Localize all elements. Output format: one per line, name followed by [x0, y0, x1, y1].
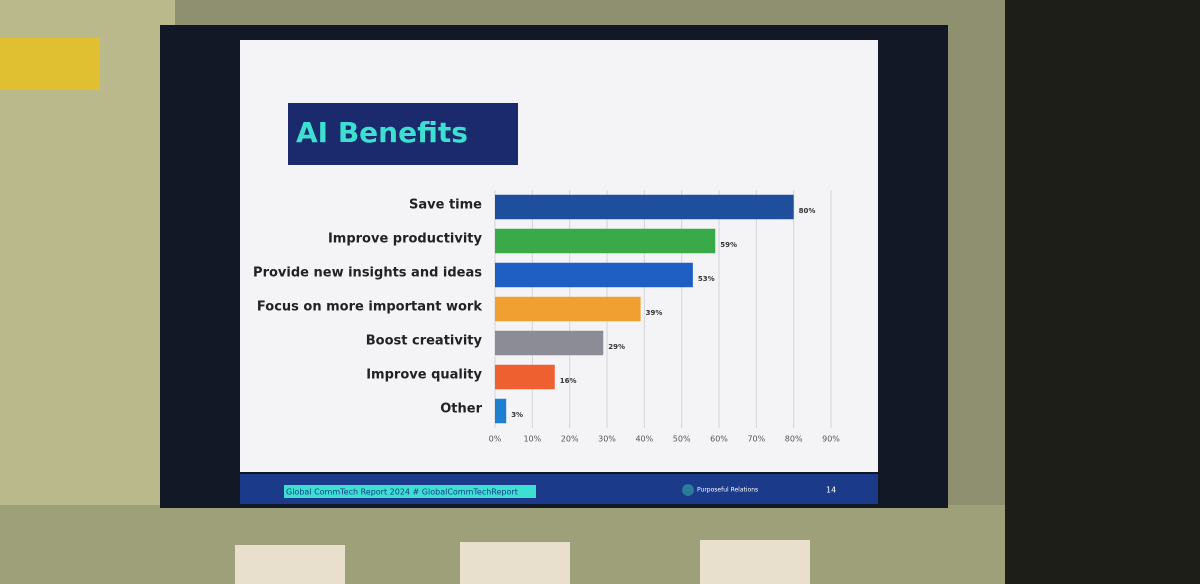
value-label: 16% — [560, 377, 577, 385]
chair — [235, 545, 345, 584]
x-tick-label: 30% — [598, 435, 616, 444]
category-label: Save time — [409, 198, 482, 213]
bar — [495, 398, 507, 424]
category-label: Provide new insights and ideas — [253, 266, 482, 281]
bar — [495, 262, 693, 288]
x-tick-label: 90% — [822, 435, 840, 444]
category-label: Other — [440, 402, 482, 417]
x-tick-label: 10% — [523, 435, 541, 444]
x-tick-label: 0% — [489, 435, 502, 444]
bar — [495, 330, 604, 356]
category-label: Boost creativity — [366, 334, 483, 349]
page-number: 14 — [826, 486, 836, 495]
category-label: Focus on more important work — [257, 300, 482, 315]
x-tick-label: 80% — [785, 435, 803, 444]
x-tick-label: 20% — [561, 435, 579, 444]
bar — [495, 194, 794, 220]
title-box — [288, 103, 518, 165]
chart-title: AI Benefits — [296, 116, 468, 149]
footer-report: Global CommTech Report 2024 # GlobalComm… — [286, 488, 518, 497]
value-label: 39% — [646, 309, 663, 317]
x-tick-label: 50% — [673, 435, 691, 444]
value-label: 29% — [608, 343, 625, 351]
chair — [460, 542, 570, 584]
left-wall — [0, 0, 175, 584]
decor-sign — [0, 38, 100, 90]
bar — [495, 364, 555, 390]
category-label: Improve quality — [366, 368, 482, 383]
logo-icon — [682, 484, 694, 496]
value-label: 53% — [698, 275, 715, 283]
chair — [700, 540, 810, 584]
category-label: Improve productivity — [328, 232, 483, 247]
footer-logo: Purposeful Relations — [697, 487, 758, 494]
x-tick-label: 60% — [710, 435, 728, 444]
bar — [495, 296, 641, 322]
value-label: 80% — [799, 207, 816, 215]
x-tick-label: 40% — [635, 435, 653, 444]
x-tick-label: 70% — [747, 435, 765, 444]
bar — [495, 228, 716, 254]
value-label: 59% — [720, 241, 737, 249]
footer-highlight — [284, 485, 536, 498]
value-label: 3% — [511, 411, 523, 419]
